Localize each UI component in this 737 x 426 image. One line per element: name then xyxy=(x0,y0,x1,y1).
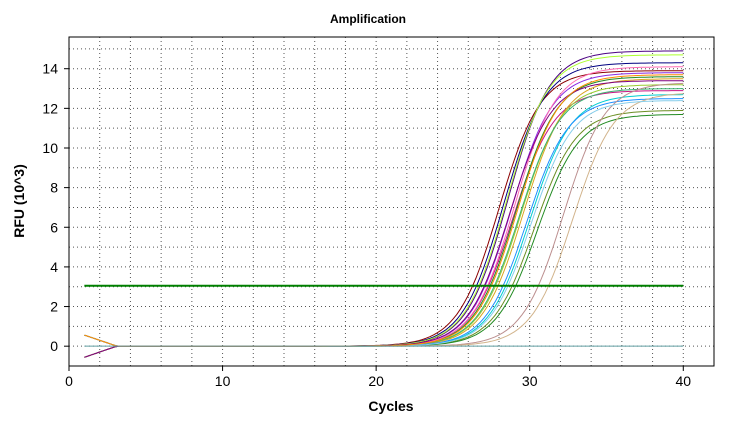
x-tick-label: 30 xyxy=(522,373,538,389)
amplification-curve xyxy=(84,110,684,347)
y-tick-label: 12 xyxy=(42,100,58,116)
x-axis-title: Cycles xyxy=(368,398,413,414)
amplification-curve xyxy=(84,74,684,347)
y-tick-label: 10 xyxy=(42,140,58,156)
x-tick-label: 40 xyxy=(675,373,691,389)
amplification-curve xyxy=(84,100,684,347)
y-tick-label: 8 xyxy=(50,180,58,196)
amplification-curve xyxy=(84,80,684,358)
amplification-curve xyxy=(84,98,684,347)
y-axis-title: RFU (10^3) xyxy=(11,164,27,238)
amplification-curve xyxy=(84,76,684,358)
axes: 0 10 20 30 40 0 2 4 6 8 10 12 14 xyxy=(42,61,691,389)
y-tick-label: 4 xyxy=(50,259,58,275)
y-tick-label: 2 xyxy=(50,299,58,315)
x-tick-label: 20 xyxy=(368,373,384,389)
amplification-curve xyxy=(84,72,684,358)
amplification-curve xyxy=(84,66,684,358)
y-tick-label: 14 xyxy=(42,61,58,77)
amplification-curve xyxy=(84,114,684,358)
grid xyxy=(69,37,714,366)
amplification-curve xyxy=(84,54,684,358)
amplification-curve xyxy=(84,50,684,358)
amplification-curve xyxy=(84,78,684,358)
amplification-curve xyxy=(84,70,684,358)
plot-frame xyxy=(68,36,715,367)
curves xyxy=(84,50,684,358)
chart-title: Amplification xyxy=(330,12,406,26)
x-tick-label: 10 xyxy=(215,373,231,389)
y-tick-label: 0 xyxy=(50,338,58,354)
x-tick-label: 0 xyxy=(65,373,73,389)
amplification-curve xyxy=(84,88,684,347)
y-tick-label: 6 xyxy=(50,219,58,235)
